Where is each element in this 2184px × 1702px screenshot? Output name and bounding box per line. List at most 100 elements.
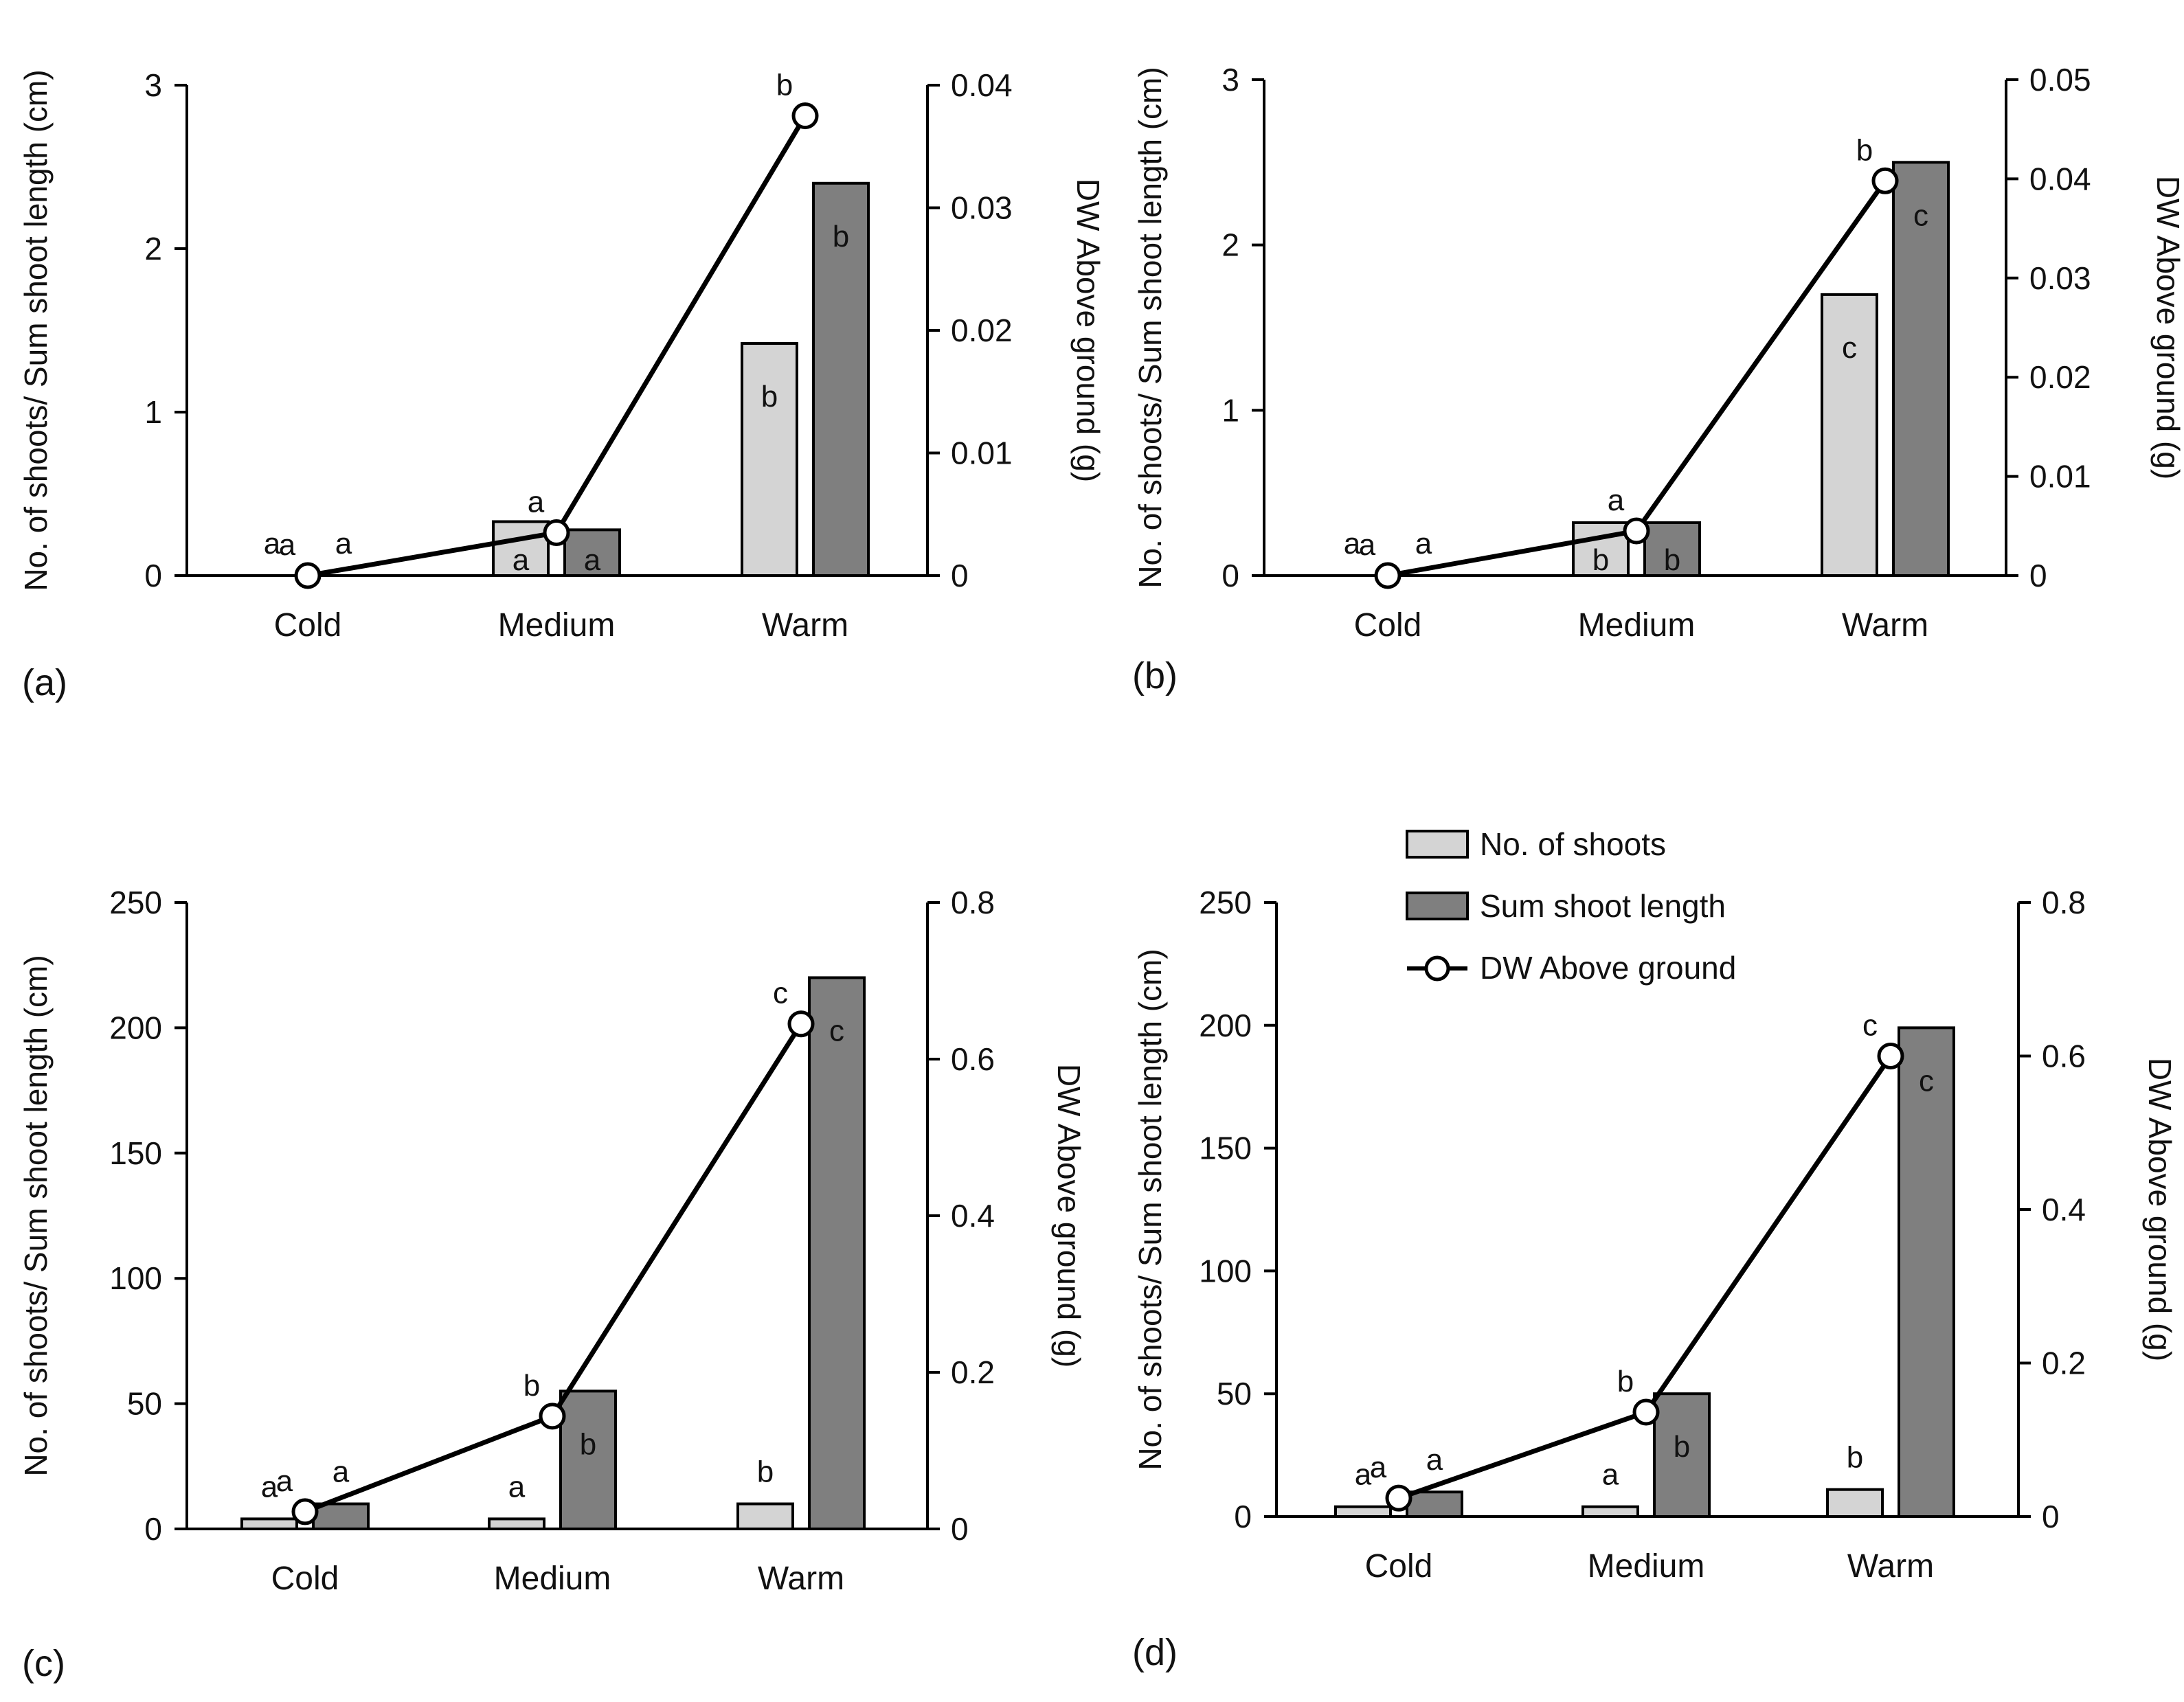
bar-no-of-shoots-cold bbox=[240, 1517, 298, 1530]
significance-letter: a bbox=[1359, 528, 1376, 562]
significance-letter: a bbox=[1608, 484, 1625, 517]
right-axis-title: DW Above ground (g) bbox=[1051, 1064, 1087, 1368]
significance-letter: c bbox=[1862, 1009, 1878, 1043]
left-tick-label: 50 bbox=[1217, 1376, 1252, 1411]
right-tick-label: 0.01 bbox=[2029, 459, 2091, 495]
category-label: Cold bbox=[271, 1561, 339, 1597]
left-tick-label: 150 bbox=[109, 1135, 162, 1171]
bar-sum-shoot-length-warm bbox=[1892, 161, 1950, 578]
significance-letter: b bbox=[1856, 133, 1873, 167]
right-tick-label: 0.03 bbox=[2029, 260, 2091, 296]
panel-label: (c) bbox=[22, 1643, 65, 1684]
right-tick-label: 0.03 bbox=[951, 190, 1013, 226]
significance-letter: a bbox=[513, 543, 530, 577]
bar-sum-shoot-length-warm bbox=[1898, 1026, 1955, 1518]
significance-letter: b bbox=[524, 1369, 540, 1403]
right-tick-label: 0.02 bbox=[2029, 359, 2091, 395]
bar-no-of-shoots-medium bbox=[1572, 521, 1630, 578]
line-dw-above-ground bbox=[304, 1022, 803, 1514]
bar-no-of-shoots-medium bbox=[1581, 1505, 1639, 1519]
left-tick-label: 50 bbox=[127, 1386, 162, 1422]
left-tick-label: 250 bbox=[109, 885, 162, 920]
significance-letter: a bbox=[276, 1464, 293, 1498]
significance-letter: a bbox=[279, 528, 296, 562]
bar-sum-shoot-length-cold bbox=[1406, 1490, 1463, 1518]
significance-letter: a bbox=[528, 486, 545, 519]
right-tick-label: 0.04 bbox=[2029, 161, 2091, 196]
right-axis-title: DW Above ground (g) bbox=[2142, 1058, 2178, 1361]
right-tick-label: 0.4 bbox=[2042, 1192, 2086, 1227]
category-label: Medium bbox=[498, 607, 616, 644]
right-axis-title: DW Above ground (g) bbox=[1070, 179, 1106, 482]
significance-letter: a bbox=[1415, 527, 1432, 560]
point-dw-above-ground-cold bbox=[294, 562, 322, 589]
left-tick-label: 2 bbox=[144, 231, 162, 266]
left-tick-label: 2 bbox=[1222, 227, 1239, 263]
legend-label-sum-shoot-length: Sum shoot length bbox=[1480, 888, 1726, 924]
bar-sum-shoot-length-medium bbox=[1643, 521, 1701, 578]
significance-letter: a bbox=[508, 1470, 526, 1504]
category-label: Medium bbox=[1578, 607, 1696, 644]
bar-sum-shoot-length-warm bbox=[812, 181, 870, 577]
left-tick-label: 0 bbox=[1222, 558, 1239, 593]
significance-letter: a bbox=[1602, 1458, 1619, 1492]
significance-letter: b bbox=[1664, 543, 1680, 577]
category-label: Warm bbox=[1842, 607, 1928, 644]
bar-sum-shoot-length-medium bbox=[1653, 1392, 1711, 1518]
panel-label: (d) bbox=[1132, 1632, 1178, 1673]
point-dw-above-ground-medium bbox=[539, 1403, 566, 1430]
legend-marker-dw-above-ground bbox=[1424, 955, 1450, 982]
significance-letter: a bbox=[1355, 1458, 1372, 1492]
panels: 0 1 2 3 0 0.01 0.02 0.03 0.04 Cold Medium Warm No. o… bbox=[18, 62, 2184, 1684]
point-dw-above-ground-warm bbox=[1871, 167, 1899, 194]
significance-letter: a bbox=[1370, 1451, 1387, 1484]
left-tick-label: 0 bbox=[1234, 1499, 1252, 1534]
right-tick-label: 0.2 bbox=[951, 1354, 995, 1390]
right-tick-label: 0 bbox=[2029, 558, 2047, 593]
left-tick-label: 1 bbox=[1222, 392, 1239, 428]
significance-letter: b bbox=[1617, 1365, 1634, 1398]
line-dw-above-ground bbox=[307, 114, 808, 578]
point-dw-above-ground-medium bbox=[543, 519, 570, 547]
point-dw-above-ground-cold bbox=[291, 1498, 319, 1525]
category-label: Cold bbox=[1354, 607, 1422, 644]
point-dw-above-ground-warm bbox=[791, 102, 819, 130]
chart-panel-a: 0 1 2 3 0 0.01 0.02 0.03 0.04 Cold Medium Warm No. o… bbox=[18, 67, 1106, 703]
point-dw-above-ground-warm bbox=[787, 1010, 815, 1038]
significance-letter: b bbox=[1674, 1430, 1690, 1464]
category-label: Warm bbox=[762, 607, 848, 644]
significance-letter: a bbox=[264, 527, 281, 560]
point-dw-above-ground-medium bbox=[1632, 1398, 1660, 1426]
right-tick-label: 0.6 bbox=[951, 1041, 995, 1077]
significance-letter: c bbox=[773, 977, 788, 1010]
left-axis-title: No. of shoots/ Sum shoot length (cm) bbox=[1132, 67, 1168, 588]
right-tick-label: 0 bbox=[2042, 1499, 2060, 1534]
legend: No. of shoots Sum shoot length DW Above … bbox=[1406, 826, 1736, 986]
category-label: Warm bbox=[1847, 1548, 1934, 1585]
left-axis-title: No. of shoots/ Sum shoot length (cm) bbox=[1132, 949, 1168, 1470]
significance-letter: a bbox=[261, 1470, 278, 1504]
significance-letter: a bbox=[584, 543, 601, 577]
category-label: Warm bbox=[758, 1561, 844, 1597]
right-tick-label: 0.6 bbox=[2042, 1039, 2086, 1074]
significance-letter: a bbox=[333, 1455, 350, 1489]
left-tick-label: 200 bbox=[1199, 1008, 1252, 1043]
bar-no-of-shoots-warm bbox=[741, 342, 798, 577]
bar-sum-shoot-length-warm bbox=[808, 976, 866, 1530]
right-tick-label: 0.02 bbox=[951, 313, 1013, 348]
bar-no-of-shoots-medium bbox=[488, 1517, 545, 1530]
right-axis-title: DW Above ground (g) bbox=[2150, 176, 2184, 479]
line-dw-above-ground bbox=[1397, 1054, 1893, 1501]
significance-letter: b bbox=[757, 1455, 774, 1489]
left-tick-label: 3 bbox=[144, 67, 162, 103]
significance-letter: c bbox=[1913, 198, 1928, 232]
legend-swatch-no-of-shoots bbox=[1406, 830, 1469, 859]
significance-letter: b bbox=[833, 220, 849, 253]
bar-no-of-shoots-warm bbox=[1826, 1488, 1884, 1519]
chart-panel-b: 0 1 2 3 0 0.01 0.02 0.03 0.04 0.05 Cold Medium Warm N… bbox=[1132, 62, 2184, 696]
panel-label: (b) bbox=[1132, 655, 1178, 696]
left-tick-label: 200 bbox=[109, 1010, 162, 1045]
point-dw-above-ground-medium bbox=[1623, 517, 1650, 545]
right-tick-label: 0.4 bbox=[951, 1198, 995, 1234]
